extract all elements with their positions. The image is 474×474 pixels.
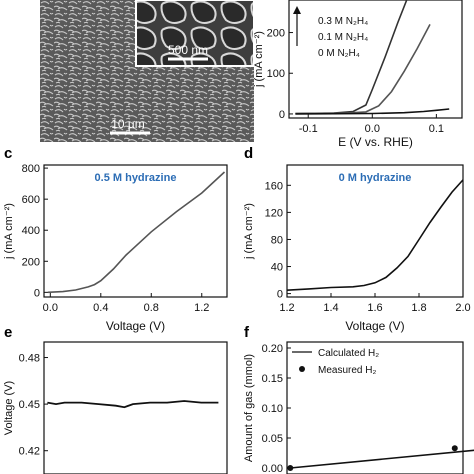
y-tick-label: 0 — [279, 109, 285, 121]
x-tick-label: 1.4 — [323, 302, 338, 314]
y-tick-label: 40 — [271, 262, 283, 274]
y-tick-label: 200 — [267, 28, 285, 40]
x-tick-label: -0.1 — [299, 123, 318, 135]
x-tick-label: 0.4 — [93, 302, 108, 314]
x-tick-label: 0.0 — [365, 123, 380, 135]
legend-label: 0 M N₂H₄ — [318, 48, 360, 59]
panel-label-c: c — [4, 145, 12, 162]
chart-e-frame — [43, 341, 228, 474]
x-axis-label: Voltage (V) — [106, 319, 165, 333]
y-tick-label: 800 — [22, 163, 40, 175]
y-tick-label: 160 — [265, 180, 283, 192]
y-tick-label: 0.15 — [262, 373, 283, 385]
x-tick-label: 1.2 — [279, 302, 294, 314]
sem-image: 500 nm 10 µm — [40, 0, 254, 142]
y-tick-label: 80 — [271, 234, 283, 246]
y-axis-label: j (mA cm⁻²) — [253, 31, 265, 88]
panel-label-e: e — [4, 324, 12, 341]
x-tick-label: 1.2 — [194, 302, 209, 314]
y-tick-label: 0.05 — [262, 433, 283, 445]
y-tick-label: 0.42 — [19, 446, 40, 458]
legend-label: 0.3 M N₂H₄ — [318, 16, 368, 27]
x-tick-label: 0.0 — [43, 302, 58, 314]
data-point — [451, 445, 458, 452]
panel-label-f: f — [244, 324, 250, 341]
y-tick-label: 0.45 — [19, 399, 40, 411]
x-tick-label: 1.6 — [367, 302, 382, 314]
y-tick-label: 0 — [277, 289, 283, 301]
y-tick-label: 120 — [265, 207, 283, 219]
series-line — [295, 108, 450, 115]
sem-micrograph: 500 nm 10 µm — [40, 0, 254, 142]
chart-b — [288, 0, 463, 119]
y-tick-label: 0.10 — [262, 403, 283, 415]
chart-title: 0.5 M hydrazine — [95, 172, 177, 184]
sem-inset — [135, 0, 254, 67]
y-axis-label: Voltage (V) — [3, 381, 15, 435]
chart-title: 0 M hydrazine — [339, 172, 412, 184]
y-tick-label: 100 — [267, 68, 285, 80]
x-axis-label: E (V vs. RHE) — [338, 135, 413, 149]
chart-d-frame — [286, 164, 464, 298]
legend-arrowhead — [293, 6, 301, 14]
chart-c-frame — [43, 164, 228, 298]
series-line — [47, 171, 226, 294]
series-line — [286, 179, 464, 291]
y-tick-label: 400 — [22, 225, 40, 237]
legend-label: Measured H₂ — [318, 365, 376, 376]
legend-label: Calculated H₂ — [318, 348, 379, 359]
chart-d — [286, 164, 464, 298]
x-tick-label: 1.8 — [411, 302, 426, 314]
x-axis-label: Voltage (V) — [345, 319, 404, 333]
y-axis-label: j (mA cm⁻²) — [243, 203, 255, 260]
chart-e — [43, 341, 228, 474]
y-tick-label: 200 — [22, 256, 40, 268]
chart-b-frame — [288, 0, 463, 119]
legend-marker-sample — [299, 366, 305, 372]
y-tick-label: 0.20 — [262, 343, 283, 355]
chart-f — [286, 341, 474, 474]
y-tick-label: 0.48 — [19, 353, 40, 365]
y-axis-label: j (mA cm⁻²) — [3, 203, 15, 260]
series-line — [47, 400, 219, 409]
inset-scalebar-label: 500 nm — [168, 43, 208, 57]
y-axis-label: Amount of gas (mmol) — [243, 354, 255, 462]
legend-label: 0.1 M N₂H₄ — [318, 32, 368, 43]
panel-label-d: d — [244, 145, 253, 162]
x-tick-label: 0.8 — [144, 302, 159, 314]
data-point — [287, 465, 294, 471]
y-tick-label: 600 — [22, 194, 40, 206]
y-tick-label: 0.00 — [262, 463, 283, 474]
x-tick-label: 2.0 — [455, 302, 470, 314]
y-tick-label: 0 — [34, 287, 40, 299]
chart-c — [43, 164, 228, 298]
main-scalebar-label: 10 µm — [111, 117, 145, 131]
x-tick-label: 0.1 — [429, 123, 444, 135]
